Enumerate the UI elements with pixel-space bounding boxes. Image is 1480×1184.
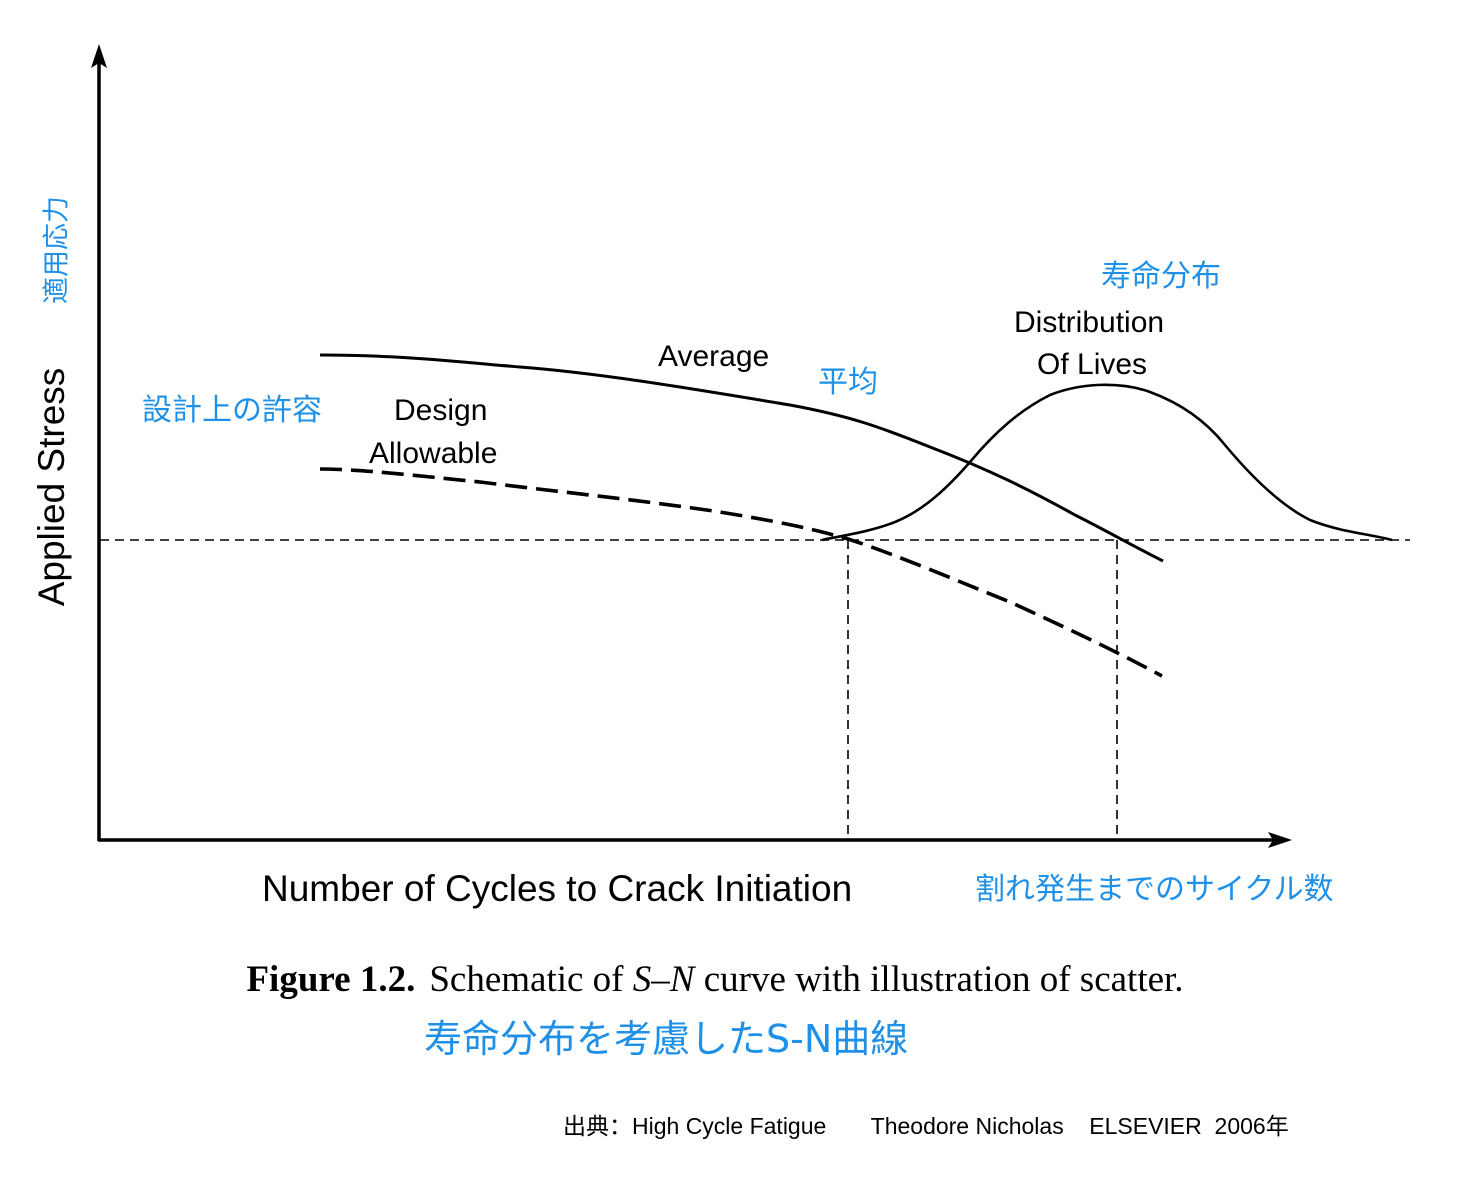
source-publisher: ELSEVIER (1089, 1113, 1202, 1139)
caption-sn: S–N (632, 959, 695, 1000)
distribution-label-line2: Of Lives (1037, 348, 1148, 381)
design-allowable-curve (319, 467, 1163, 678)
caption-text-before: Schematic of (429, 959, 633, 1000)
design-allowable-label-line2: Allowable (369, 437, 498, 470)
source-author: Theodore Nicholas (870, 1113, 1064, 1139)
source-title: High Cycle Fatigue (632, 1113, 827, 1139)
source-year: 2006年 (1214, 1113, 1289, 1139)
average-curve (319, 353, 1164, 563)
y-axis-label: Applied Stress (31, 367, 72, 607)
design-allowable-label-line1: Design (394, 394, 488, 427)
average-label-jp: 平均 (818, 365, 878, 400)
x-axis-arrow-icon (1268, 832, 1292, 848)
x-axis-label: Number of Cycles to Crack Initiation (262, 868, 853, 909)
figure-caption: Figure 1.2. Schematic of S–N curve with i… (0, 958, 1430, 1001)
source-citation: 出典：High Cycle Fatigue Theodore Nicholas … (563, 1107, 1289, 1141)
distribution-label-line1: Distribution (1014, 306, 1165, 339)
design-allowable-label-jp: 設計上の許容 (142, 393, 322, 428)
distribution-of-lives-curve (821, 383, 1393, 542)
y-axis-label-jp: 適用応力 (41, 196, 73, 304)
y-axis-arrow-icon (91, 44, 107, 68)
average-label: Average (658, 340, 770, 373)
figure-caption-jp: 寿命分布を考慮したS-N曲線 (424, 1017, 909, 1061)
source-prefix: 出典： (563, 1113, 632, 1139)
distribution-label-jp: 寿命分布 (1101, 259, 1221, 294)
caption-text-after: curve with illustration of scatter. (694, 959, 1184, 1000)
figure-number: Figure 1.2. (246, 959, 416, 1000)
x-axis-label-jp: 割れ発生までのサイクル数 (975, 872, 1334, 907)
